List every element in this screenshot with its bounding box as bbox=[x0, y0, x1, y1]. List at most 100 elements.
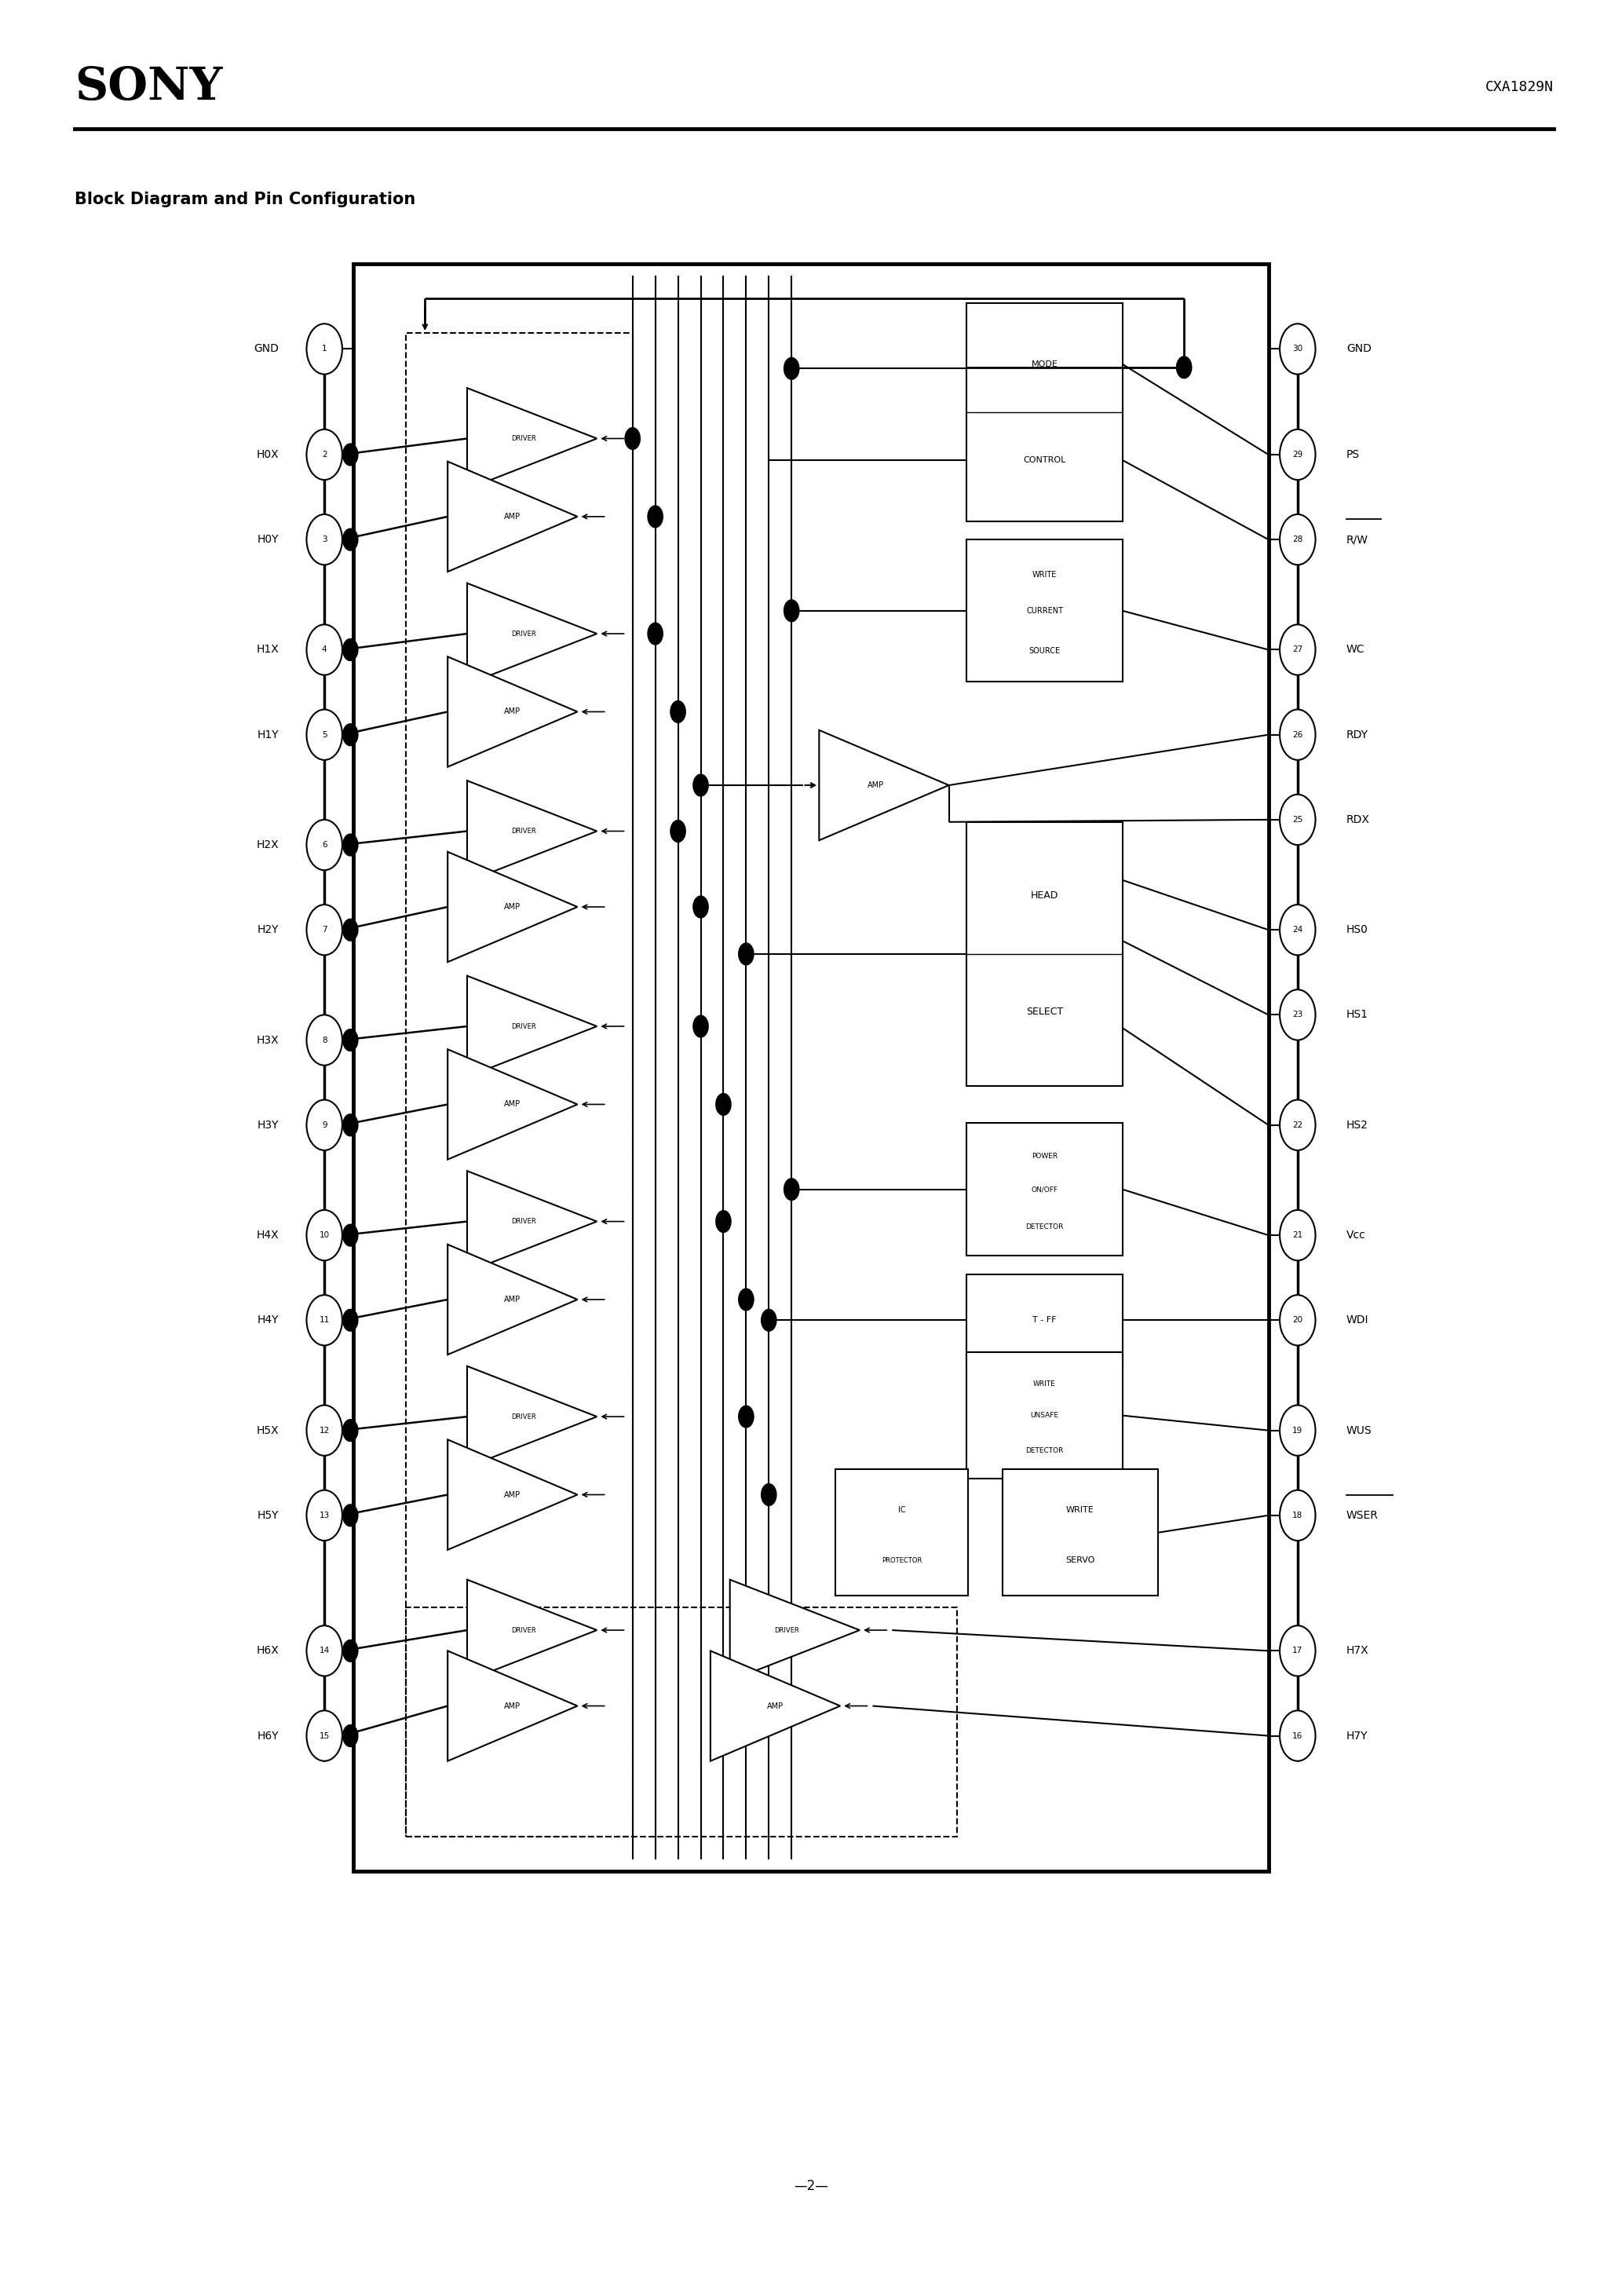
Circle shape bbox=[783, 599, 800, 622]
Circle shape bbox=[761, 1483, 777, 1506]
Circle shape bbox=[1176, 356, 1192, 379]
Text: UNSAFE: UNSAFE bbox=[1030, 1412, 1059, 1419]
Text: Block Diagram and Pin Configuration: Block Diagram and Pin Configuration bbox=[75, 193, 415, 207]
Text: DRIVER: DRIVER bbox=[511, 1217, 537, 1226]
Circle shape bbox=[624, 427, 641, 450]
Circle shape bbox=[342, 1224, 358, 1247]
Polygon shape bbox=[448, 1651, 577, 1761]
Text: H0Y: H0Y bbox=[258, 535, 279, 544]
Circle shape bbox=[1280, 514, 1315, 565]
Text: WRITE: WRITE bbox=[1066, 1506, 1095, 1513]
Circle shape bbox=[307, 1490, 342, 1541]
Text: PS: PS bbox=[1346, 450, 1359, 459]
Text: H3X: H3X bbox=[256, 1035, 279, 1045]
Text: WSER: WSER bbox=[1346, 1511, 1379, 1520]
Circle shape bbox=[307, 1711, 342, 1761]
Circle shape bbox=[342, 723, 358, 746]
Circle shape bbox=[342, 918, 358, 941]
Text: 18: 18 bbox=[1293, 1511, 1302, 1520]
Circle shape bbox=[1280, 1711, 1315, 1761]
Circle shape bbox=[715, 1210, 732, 1233]
Text: 5: 5 bbox=[321, 730, 328, 739]
Text: WRITE: WRITE bbox=[1032, 572, 1058, 579]
Text: DETECTOR: DETECTOR bbox=[1025, 1446, 1064, 1453]
Text: Vcc: Vcc bbox=[1346, 1231, 1366, 1240]
Circle shape bbox=[670, 820, 686, 843]
Polygon shape bbox=[467, 1366, 597, 1467]
Text: CONTROL: CONTROL bbox=[1023, 457, 1066, 464]
Circle shape bbox=[307, 514, 342, 565]
Text: 30: 30 bbox=[1293, 344, 1302, 354]
Text: DRIVER: DRIVER bbox=[511, 629, 537, 638]
Circle shape bbox=[1280, 905, 1315, 955]
Text: DRIVER: DRIVER bbox=[511, 1626, 537, 1635]
Text: DRIVER: DRIVER bbox=[511, 1412, 537, 1421]
Circle shape bbox=[307, 324, 342, 374]
Text: RDX: RDX bbox=[1346, 815, 1369, 824]
Circle shape bbox=[342, 1309, 358, 1332]
Circle shape bbox=[342, 1504, 358, 1527]
Text: GND: GND bbox=[1346, 344, 1371, 354]
Bar bbox=[967, 1352, 1122, 1479]
Text: H5X: H5X bbox=[256, 1426, 279, 1435]
Text: 19: 19 bbox=[1293, 1426, 1302, 1435]
Text: HS2: HS2 bbox=[1346, 1120, 1367, 1130]
Text: 29: 29 bbox=[1293, 450, 1302, 459]
Text: SERVO: SERVO bbox=[1066, 1557, 1095, 1564]
Text: HS0: HS0 bbox=[1346, 925, 1367, 934]
Text: AMP: AMP bbox=[767, 1701, 783, 1711]
Text: 10: 10 bbox=[320, 1231, 329, 1240]
Circle shape bbox=[307, 429, 342, 480]
Text: 17: 17 bbox=[1293, 1646, 1302, 1655]
Polygon shape bbox=[448, 1244, 577, 1355]
Text: DRIVER: DRIVER bbox=[511, 434, 537, 443]
Text: —2—: —2— bbox=[793, 2179, 829, 2193]
Text: AMP: AMP bbox=[504, 1701, 521, 1711]
Bar bbox=[967, 303, 1122, 521]
Text: H0X: H0X bbox=[256, 450, 279, 459]
Text: AMP: AMP bbox=[504, 512, 521, 521]
Text: AMP: AMP bbox=[504, 1100, 521, 1109]
Circle shape bbox=[307, 1405, 342, 1456]
Circle shape bbox=[738, 1405, 754, 1428]
Circle shape bbox=[1280, 1490, 1315, 1541]
Circle shape bbox=[693, 895, 709, 918]
Circle shape bbox=[307, 709, 342, 760]
Circle shape bbox=[647, 622, 663, 645]
Text: SOURCE: SOURCE bbox=[1028, 647, 1061, 654]
Polygon shape bbox=[448, 852, 577, 962]
Text: CURRENT: CURRENT bbox=[1027, 606, 1062, 615]
Text: 28: 28 bbox=[1293, 535, 1302, 544]
Circle shape bbox=[342, 1029, 358, 1052]
Text: H6X: H6X bbox=[256, 1646, 279, 1655]
Text: 8: 8 bbox=[321, 1035, 328, 1045]
Text: POWER: POWER bbox=[1032, 1153, 1058, 1159]
Polygon shape bbox=[467, 583, 597, 684]
Polygon shape bbox=[448, 1440, 577, 1550]
Circle shape bbox=[342, 528, 358, 551]
Text: H1Y: H1Y bbox=[258, 730, 279, 739]
Circle shape bbox=[1280, 1626, 1315, 1676]
Circle shape bbox=[342, 1639, 358, 1662]
Circle shape bbox=[783, 1178, 800, 1201]
Text: HS1: HS1 bbox=[1346, 1010, 1369, 1019]
Circle shape bbox=[307, 1100, 342, 1150]
Text: 7: 7 bbox=[321, 925, 328, 934]
Polygon shape bbox=[467, 976, 597, 1077]
Circle shape bbox=[783, 358, 800, 379]
Circle shape bbox=[342, 443, 358, 466]
Circle shape bbox=[342, 1419, 358, 1442]
Circle shape bbox=[1280, 990, 1315, 1040]
Text: AMP: AMP bbox=[504, 1295, 521, 1304]
Polygon shape bbox=[467, 781, 597, 882]
Text: H7X: H7X bbox=[1346, 1646, 1369, 1655]
Bar bbox=[967, 1123, 1122, 1256]
Bar bbox=[967, 1274, 1122, 1366]
Circle shape bbox=[693, 774, 709, 797]
Bar bbox=[354, 264, 1268, 1871]
Circle shape bbox=[307, 1210, 342, 1261]
Text: 9: 9 bbox=[321, 1120, 328, 1130]
Circle shape bbox=[761, 1309, 777, 1332]
Circle shape bbox=[1280, 709, 1315, 760]
Text: 13: 13 bbox=[320, 1511, 329, 1520]
